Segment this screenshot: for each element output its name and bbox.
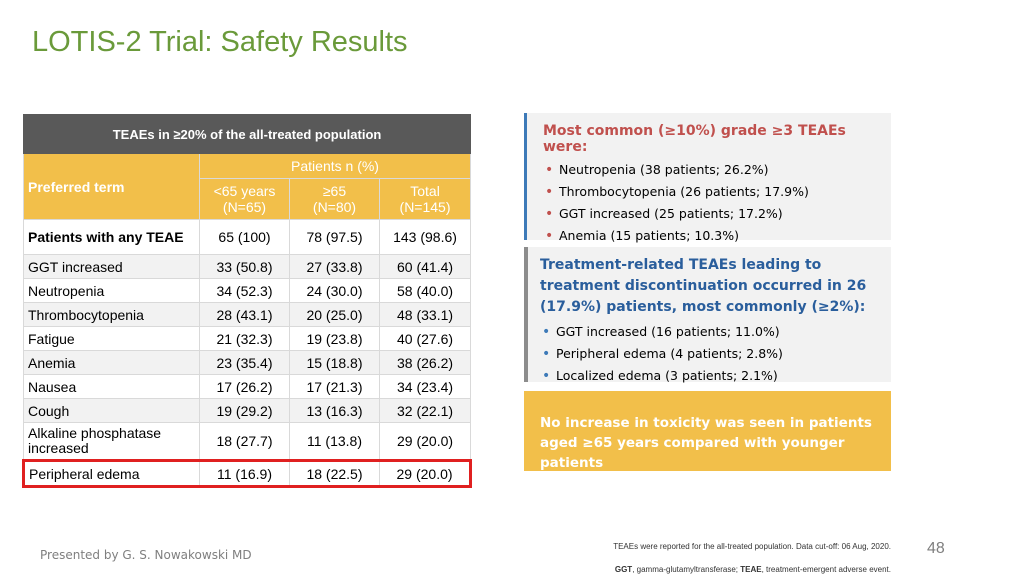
list-item: • GGT increased (25 patients; 17.2%): [543, 203, 877, 225]
bullet-icon: •: [545, 162, 554, 178]
bullet-icon: •: [545, 206, 554, 222]
column-header-65-plus: ≥65 (N=80): [289, 178, 380, 220]
toxicity-callout: No increase in toxicity was seen in pati…: [524, 391, 891, 471]
cell-total: 32 (22.1): [378, 398, 472, 423]
table-row: Neutropenia 34 (52.3) 24 (30.0) 58 (40.0…: [23, 278, 472, 303]
bullet-icon: •: [545, 228, 554, 244]
table-row: GGT increased 33 (50.8) 27 (33.8) 60 (41…: [23, 254, 472, 279]
row-term: Nausea: [23, 374, 200, 399]
cell-65-plus: 18 (22.5): [289, 459, 380, 488]
cell-65-plus: 78 (97.5): [289, 219, 380, 255]
teae-table: TEAEs in ≥20% of the all-treated populat…: [22, 114, 473, 488]
table-row-highlighted: Peripheral edema 11 (16.9) 18 (22.5) 29 …: [22, 459, 473, 488]
cell-65-plus: 24 (30.0): [289, 278, 380, 303]
slide-title: LOTIS-2 Trial: Safety Results: [32, 26, 408, 58]
list-item: • Localized edema (3 patients; 2.1%): [540, 365, 877, 387]
table-row: Fatigue 21 (32.3) 19 (23.8) 40 (27.6): [23, 326, 472, 351]
cell-under-65: 33 (50.8): [199, 254, 290, 279]
cell-total: 40 (27.6): [378, 326, 472, 351]
cell-total: 58 (40.0): [378, 278, 472, 303]
table-caption: TEAEs in ≥20% of the all-treated populat…: [22, 114, 472, 154]
discontinuation-box: Treatment-related TEAEs leading to treat…: [524, 247, 891, 384]
column-header-under-65: <65 years (N=65): [199, 178, 290, 220]
bullet-icon: •: [542, 324, 551, 340]
cell-under-65: 18 (27.7): [199, 422, 290, 461]
row-term: Patients with any TEAE: [23, 219, 200, 255]
row-term: Alkaline phosphatase increased: [23, 422, 200, 461]
list-item: • Anemia (15 patients; 10.3%): [543, 225, 877, 247]
cell-under-65: 28 (43.1): [199, 302, 290, 327]
bullet-icon: •: [542, 368, 551, 384]
grade3-teae-box: Most common (≥10%) grade ≥3 TEAEs were: …: [524, 113, 891, 244]
presenter-credit: Presented by G. S. Nowakowski MD: [40, 548, 252, 562]
table-row: Nausea 17 (26.2) 17 (21.3) 34 (23.4): [23, 374, 472, 399]
cell-total: 38 (26.2): [378, 350, 472, 375]
row-term: Thrombocytopenia: [23, 302, 200, 327]
row-term: GGT increased: [23, 254, 200, 279]
cell-under-65: 65 (100): [199, 219, 290, 255]
row-term: Cough: [23, 398, 200, 423]
list-item: • Neutropenia (38 patients; 26.2%): [543, 159, 877, 181]
table-row: Cough 19 (29.2) 13 (16.3) 32 (22.1): [23, 398, 472, 423]
cell-under-65: 34 (52.3): [199, 278, 290, 303]
table-row: Patients with any TEAE 65 (100) 78 (97.5…: [23, 219, 472, 255]
row-term: Peripheral edema: [22, 459, 200, 488]
list-item: • GGT increased (16 patients; 11.0%): [540, 321, 877, 343]
bullet-icon: •: [542, 346, 551, 362]
bullet-icon: •: [545, 184, 554, 200]
grade3-heading: Most common (≥10%) grade ≥3 TEAEs were:: [543, 123, 846, 155]
cell-65-plus: 20 (25.0): [289, 302, 380, 327]
list-item: • Peripheral edema (4 patients; 2.8%): [540, 343, 877, 365]
cell-under-65: 19 (29.2): [199, 398, 290, 423]
column-header-preferred-term: Preferred term: [23, 153, 200, 220]
cell-total: 143 (98.6): [378, 219, 472, 255]
cell-under-65: 21 (32.3): [199, 326, 290, 351]
column-header-total: Total (N=145): [378, 178, 472, 220]
cell-65-plus: 11 (13.8): [289, 422, 380, 461]
cell-65-plus: 13 (16.3): [289, 398, 380, 423]
cell-total: 48 (33.1): [378, 302, 472, 327]
cell-65-plus: 27 (33.8): [289, 254, 380, 279]
footnote-cutoff: TEAEs were reported for the all-treated …: [613, 542, 891, 551]
discontinuation-heading: Treatment-related TEAEs leading to treat…: [540, 257, 867, 315]
row-term: Anemia: [23, 350, 200, 375]
cell-total: 34 (23.4): [378, 374, 472, 399]
row-term: Neutropenia: [23, 278, 200, 303]
cell-under-65: 11 (16.9): [199, 459, 290, 488]
table-row: Thrombocytopenia 28 (43.1) 20 (25.0) 48 …: [23, 302, 472, 327]
page-number: 48: [927, 540, 945, 557]
cell-total: 60 (41.4): [378, 254, 472, 279]
cell-65-plus: 15 (18.8): [289, 350, 380, 375]
cell-under-65: 23 (35.4): [199, 350, 290, 375]
row-term: Fatigue: [23, 326, 200, 351]
group-header-patients: Patients n (%): [198, 153, 472, 179]
list-item: • Thrombocytopenia (26 patients; 17.9%): [543, 181, 877, 203]
footnote-abbreviations: GGT, gamma-glutamyltransferase; TEAE, tr…: [614, 565, 891, 574]
cell-total: 29 (20.0): [378, 459, 473, 488]
cell-total: 29 (20.0): [378, 422, 472, 461]
cell-under-65: 17 (26.2): [199, 374, 290, 399]
cell-65-plus: 19 (23.8): [289, 326, 380, 351]
table-row: Alkaline phosphatase increased 18 (27.7)…: [23, 422, 472, 461]
table-row: Anemia 23 (35.4) 15 (18.8) 38 (26.2): [23, 350, 472, 375]
cell-65-plus: 17 (21.3): [289, 374, 380, 399]
